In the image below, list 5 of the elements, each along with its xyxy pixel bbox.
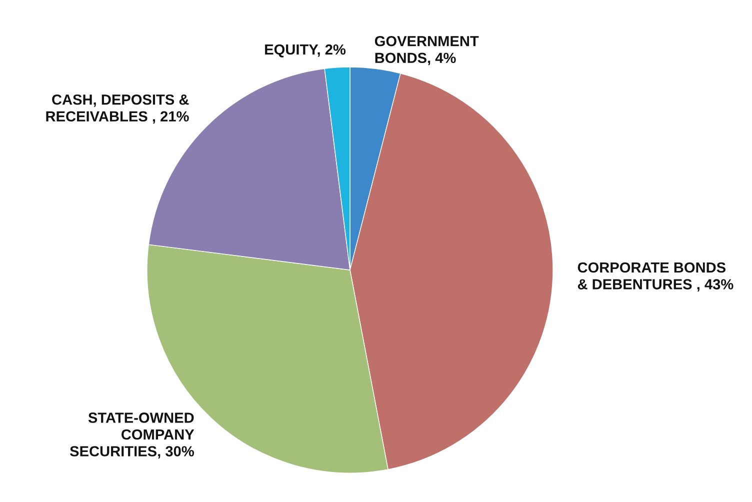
slice-label: GOVERNMENT BONDS, 4% bbox=[374, 36, 479, 66]
slice-label: EQUITY, 2% bbox=[265, 44, 346, 58]
slice-label: STATE-OWNED COMPANY SECURITIES, 30% bbox=[70, 412, 194, 459]
slice-label: CORPORATE BONDS & DEBENTURES , 43% bbox=[578, 262, 734, 292]
slice-label: CASH, DEPOSITS & RECEIVABLES , 21% bbox=[46, 94, 189, 124]
